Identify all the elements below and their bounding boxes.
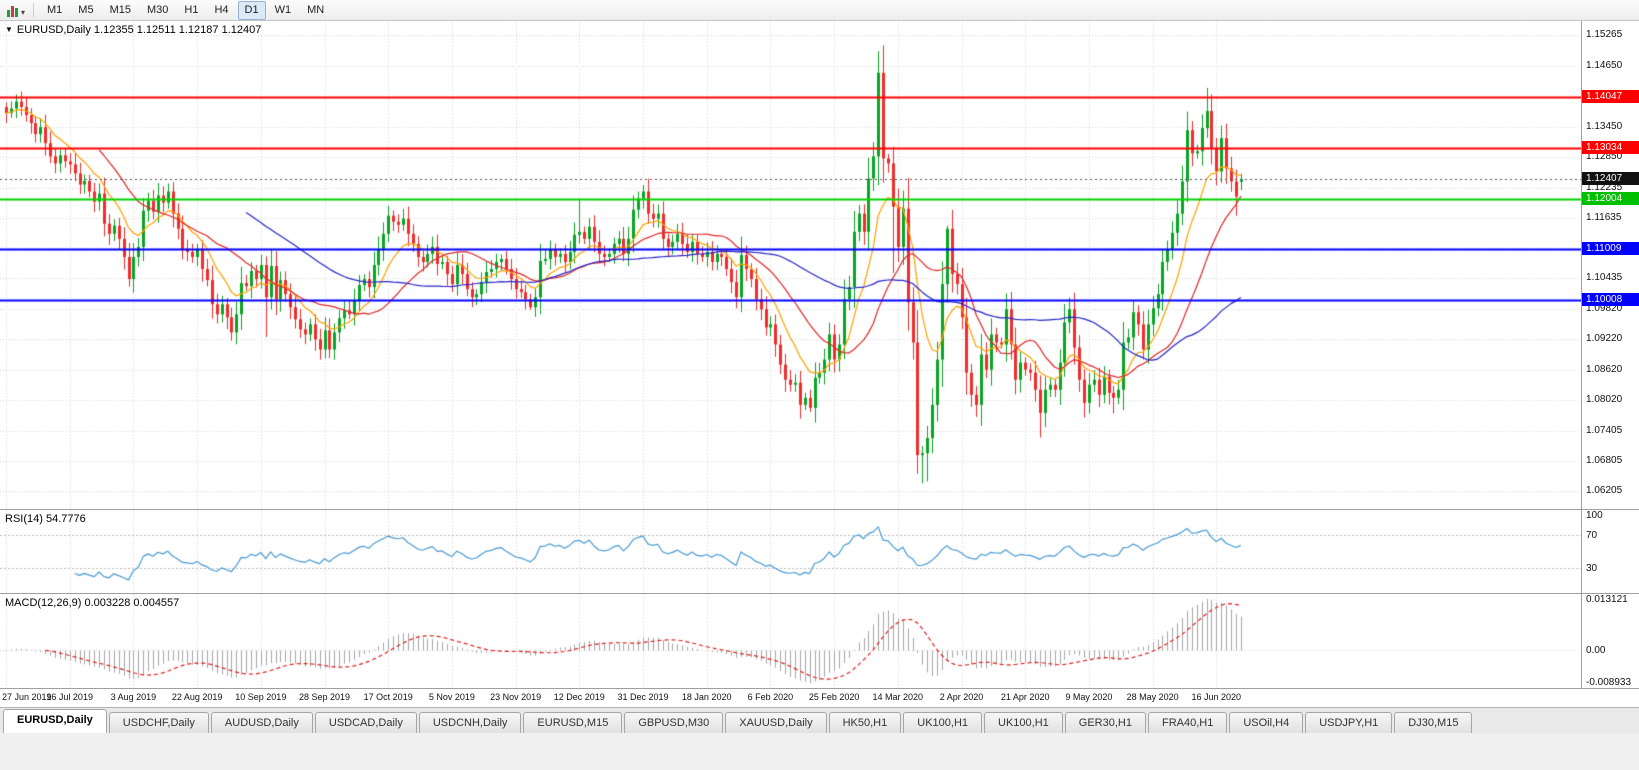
macd-tick: -0.008933	[1586, 677, 1632, 688]
chart-tab-usdjpy-h1[interactable]: USDJPY,H1	[1305, 712, 1393, 733]
chart-tab-usdcad-daily[interactable]: USDCAD,Daily	[314, 712, 417, 733]
price-tag-1.10008: 1.10008	[1582, 292, 1639, 306]
macd-label: MACD(12,26,9) 0.003228 0.004557	[5, 597, 180, 609]
chart-tab-ger30-h1[interactable]: GER30,H1	[1064, 712, 1146, 733]
price-tag-1.14047: 1.14047	[1582, 89, 1639, 103]
main-chart-canvas[interactable]	[0, 21, 1581, 509]
date-label: 27 Jun 2019	[2, 692, 52, 702]
macd-tick: 0.00	[1586, 644, 1606, 656]
rsi-panel: RSI(14) 54.7776 100 70 30	[0, 510, 1639, 594]
date-label: 2 Apr 2020	[939, 692, 984, 702]
rsi-tick: 30	[1586, 563, 1598, 575]
date-label: 28 Sep 2019	[298, 692, 351, 702]
chevron-down-icon: ▾	[21, 7, 26, 17]
price-axis[interactable]: 1.15265 1.14650 1.13450 1.12850 1.12235 1.116…	[1581, 21, 1639, 509]
chart-tab-fra40-h1[interactable]: FRA40,H1	[1147, 712, 1228, 733]
chart-tab-eurusd-daily[interactable]: EURUSD,Daily	[3, 709, 107, 733]
chart-tab-uk100-h1[interactable]: UK100,H1	[903, 712, 983, 733]
timeframe-button-w1[interactable]: W1	[274, 4, 292, 16]
chart-tab-hk50-h1[interactable]: HK50,H1	[828, 712, 902, 733]
chart-tab-usdcnh-daily[interactable]: USDCNH,Daily	[418, 712, 522, 733]
chart-tab-usdchf-daily[interactable]: USDCHF,Daily	[108, 712, 209, 733]
price-tag-1.13034: 1.13034	[1582, 140, 1639, 154]
price-tick: 1.07405	[1586, 424, 1623, 436]
timeframe-button-h4[interactable]: H4	[214, 4, 229, 16]
price-tick: 1.12850	[1586, 150, 1623, 162]
macd-tick: 0.013121	[1586, 594, 1628, 605]
chart-tab-audusd-daily[interactable]: AUDUSD,Daily	[210, 712, 313, 733]
timeframe-button-m5[interactable]: M5	[78, 4, 94, 16]
timeframe-button-m15[interactable]: M15	[109, 4, 131, 16]
toolbar-separator	[33, 3, 35, 17]
macd-canvas[interactable]	[0, 594, 1581, 688]
price-tick: 1.11635	[1586, 211, 1622, 223]
price-tick: 1.12235	[1586, 181, 1623, 193]
date-label: 10 Sep 2019	[235, 692, 287, 702]
chart-type-icon[interactable]: ▾	[7, 4, 25, 17]
timeframe-button-d1[interactable]: D1	[237, 1, 266, 20]
chart-tab-dj30-m15[interactable]: DJ30,M15	[1394, 712, 1473, 733]
price-tick: 1.08620	[1586, 363, 1623, 375]
macd-axis: 0.013121 0.00 -0.008933	[1581, 594, 1639, 688]
chart-tab-uk100-h1[interactable]: UK100,H1	[984, 712, 1063, 733]
date-label: 6 Feb 2020	[747, 692, 794, 702]
price-tag-1.11009: 1.11009	[1582, 242, 1639, 256]
chart-tab-bar: EURUSD,Daily USDCHF,Daily AUDUSD,Daily USDC…	[0, 707, 1639, 733]
price-tick: 1.09820	[1586, 303, 1623, 315]
date-label: 17 Oct 2019	[363, 692, 413, 702]
window-bottom-strip	[0, 733, 1639, 770]
rsi-label: RSI(14) 54.7776	[5, 513, 86, 525]
rsi-tick: 70	[1586, 529, 1598, 541]
timeframe-button-mn[interactable]: MN	[307, 4, 325, 16]
price-tag-1.12004: 1.12004	[1582, 192, 1639, 206]
price-tick: 1.13450	[1586, 120, 1623, 132]
date-label: 16 Jul 2019	[46, 692, 93, 702]
time-axis[interactable]: 27 Jun 2019 16 Jul 2019 3 Aug 2019 22 Aug 2…	[0, 689, 1639, 707]
timeframe-button-h1[interactable]: H1	[184, 4, 199, 16]
chart-tab-eurusd-m15[interactable]: EURUSD,M15	[523, 712, 623, 733]
chart-tab-gbpusd-m30[interactable]: GBPUSD,M30	[624, 712, 724, 733]
timeframe-toolbar: ▾ M1 M5 M15 M30 H1 H4 D1 W1 MN	[0, 0, 1639, 21]
chart-dropdown-icon[interactable]: ▼	[5, 25, 13, 34]
price-tick: 1.06205	[1586, 485, 1623, 497]
chart-tab-xauusd-daily[interactable]: XAUUSD,Daily	[725, 712, 827, 733]
date-label: 14 Mar 2020	[872, 692, 924, 702]
date-label: 22 Aug 2019	[171, 692, 223, 702]
date-label: 5 Nov 2019	[428, 692, 475, 702]
date-label: 16 Jun 2020	[1191, 692, 1242, 702]
price-tag-1.12407: 1.12407	[1582, 172, 1639, 186]
chart-tab-usoil-h4[interactable]: USOil,H4	[1229, 712, 1304, 733]
chart-title: ▼ EURUSD,Daily 1.12355 1.12511 1.12187 1.…	[5, 24, 261, 36]
timeframe-button-m30[interactable]: M30	[146, 4, 169, 16]
price-tick: 1.06805	[1586, 454, 1623, 466]
chart-window: ▼ EURUSD,Daily 1.12355 1.12511 1.12187 1.…	[0, 21, 1639, 707]
date-label: 31 Dec 2019	[617, 692, 669, 702]
price-tick: 1.15265	[1586, 29, 1623, 41]
chart-title-text: EURUSD,Daily 1.12355 1.12511 1.12187 1.1…	[16, 24, 262, 36]
rsi-axis: 100 70 30	[1581, 510, 1639, 593]
price-tick: 1.09220	[1586, 333, 1623, 345]
price-tick: 1.14650	[1586, 60, 1623, 72]
date-label: 18 Jan 2020	[681, 692, 732, 702]
date-label: 12 Dec 2019	[553, 692, 605, 702]
macd-panel: MACD(12,26,9) 0.003228 0.004557 0.013121…	[0, 594, 1639, 689]
price-tick: 1.10435	[1586, 272, 1623, 284]
rsi-canvas[interactable]	[0, 510, 1581, 593]
rsi-tick: 100	[1586, 510, 1603, 521]
price-tick: 1.08020	[1586, 393, 1623, 405]
date-label: 25 Feb 2020	[808, 692, 860, 702]
date-label: 28 May 2020	[1126, 692, 1179, 702]
date-label: 9 May 2020	[1065, 692, 1113, 702]
date-label: 23 Nov 2019	[490, 692, 542, 702]
date-label: 21 Apr 2020	[1000, 692, 1050, 702]
date-label: 3 Aug 2019	[110, 692, 157, 702]
timeframe-button-m1[interactable]: M1	[47, 4, 63, 16]
main-chart-panel: ▼ EURUSD,Daily 1.12355 1.12511 1.12187 1.…	[0, 21, 1639, 510]
